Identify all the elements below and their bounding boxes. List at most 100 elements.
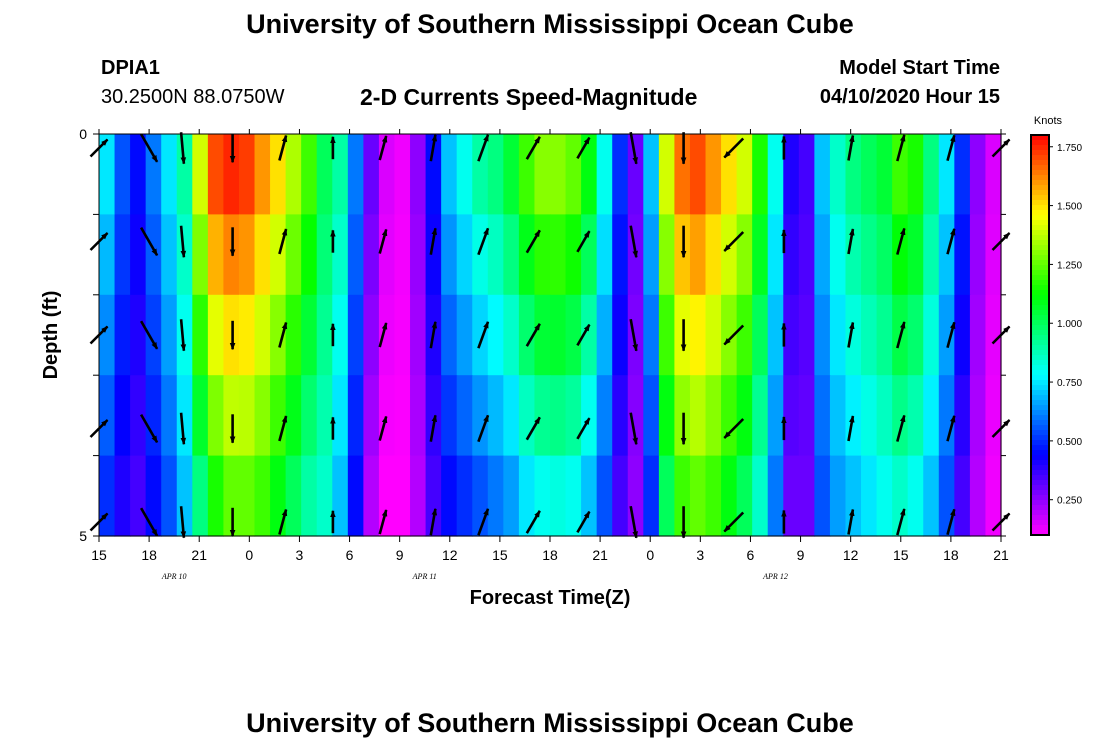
heatmap-cell bbox=[410, 375, 427, 457]
colorbar-segment bbox=[1031, 330, 1049, 336]
heatmap-cell bbox=[518, 375, 536, 457]
current-vector-arrow bbox=[429, 134, 438, 162]
heatmap-cell bbox=[472, 455, 489, 537]
heatmap-cell bbox=[99, 294, 116, 376]
heatmap-cell bbox=[814, 214, 831, 296]
heatmap-cell bbox=[192, 214, 209, 296]
x-tick-label: 21 bbox=[191, 547, 207, 563]
heatmap-cell bbox=[550, 455, 567, 537]
heatmap-cell bbox=[363, 375, 380, 457]
colorbar-segment bbox=[1031, 355, 1049, 361]
heatmap-cell bbox=[985, 214, 1002, 296]
heatmap-cell bbox=[145, 294, 162, 376]
current-vector-arrow bbox=[477, 321, 490, 349]
heatmap-cell bbox=[130, 455, 147, 537]
heatmap-cell bbox=[814, 294, 831, 376]
colorbar-tick-label: 1.500 bbox=[1057, 202, 1082, 213]
heatmap-cell bbox=[270, 455, 287, 537]
heatmap-cell bbox=[161, 214, 178, 296]
heatmap-cell bbox=[938, 375, 955, 457]
heatmap-cell bbox=[254, 214, 271, 296]
current-vector-arrow bbox=[429, 227, 438, 255]
heatmap-cell bbox=[907, 294, 924, 376]
heatmap-cell bbox=[534, 375, 551, 457]
heatmap-cell bbox=[829, 294, 847, 376]
colorbar-segment bbox=[1031, 280, 1049, 286]
heatmap-cell bbox=[689, 134, 707, 215]
colorbar-segment bbox=[1031, 430, 1049, 436]
model-start-label: Model Start Time bbox=[839, 57, 1000, 79]
current-vector-arrow bbox=[946, 134, 956, 162]
heatmap-cell bbox=[596, 455, 613, 537]
heatmap-cell bbox=[861, 214, 878, 296]
colorbar-segment bbox=[1031, 405, 1049, 411]
current-vector-arrow bbox=[525, 229, 541, 254]
heatmap-cell bbox=[238, 375, 256, 457]
heatmap-cell bbox=[425, 455, 442, 537]
heatmap-cell bbox=[612, 214, 629, 296]
current-vector-arrow bbox=[847, 228, 855, 255]
colorbar-segment bbox=[1031, 150, 1049, 156]
colorbar-segment bbox=[1031, 145, 1049, 151]
x-tick-label: 15 bbox=[893, 547, 909, 563]
y-tick-label: 5 bbox=[79, 528, 87, 544]
current-vector-arrow bbox=[477, 508, 490, 536]
heatmap-cell bbox=[736, 455, 753, 537]
heatmap-cell bbox=[456, 134, 473, 215]
colorbar-segment bbox=[1031, 520, 1049, 526]
heatmap-cell bbox=[581, 294, 598, 376]
current-vector-arrow bbox=[847, 321, 855, 348]
heatmap-cell bbox=[176, 375, 193, 457]
colorbar-segment bbox=[1031, 360, 1049, 366]
heatmap-cell bbox=[861, 294, 878, 376]
heatmap-cell bbox=[923, 134, 940, 215]
current-vector-arrow bbox=[179, 319, 187, 352]
heatmap-cell bbox=[674, 134, 691, 215]
x-axis-label: Forecast Time(Z) bbox=[470, 587, 631, 609]
current-vector-arrow bbox=[378, 228, 388, 254]
heatmap-cell bbox=[316, 455, 333, 537]
heatmap-cell bbox=[238, 455, 256, 537]
heatmap-cell bbox=[487, 134, 504, 215]
heatmap-cell bbox=[176, 134, 193, 215]
heatmap-cell bbox=[565, 375, 582, 457]
heatmap-cell bbox=[829, 134, 847, 215]
heatmap-cell bbox=[161, 375, 178, 457]
heatmap-cell bbox=[985, 134, 1002, 215]
colorbar-segment bbox=[1031, 385, 1049, 391]
heatmap-cell bbox=[99, 375, 116, 457]
heatmap-cell bbox=[130, 134, 147, 215]
current-vector-arrow bbox=[723, 511, 745, 533]
heatmap-cell bbox=[238, 214, 256, 296]
heatmap-cell bbox=[752, 134, 769, 215]
heatmap-cell bbox=[705, 214, 722, 296]
colorbar-segment bbox=[1031, 220, 1049, 226]
heatmap-cell bbox=[876, 375, 893, 457]
heatmap-cell bbox=[581, 134, 598, 215]
colorbar-segment bbox=[1031, 475, 1049, 481]
heatmap-cell bbox=[223, 455, 240, 537]
heatmap-cell bbox=[441, 375, 458, 457]
colorbar-segment bbox=[1031, 270, 1049, 276]
heatmap-cell bbox=[176, 455, 193, 537]
day-label: APR 10 bbox=[161, 572, 187, 581]
heatmap-cell bbox=[347, 134, 364, 215]
heatmap-cell bbox=[658, 455, 676, 537]
x-tick-label: 3 bbox=[296, 547, 304, 563]
current-vector-arrow bbox=[429, 508, 438, 536]
heatmap-cell bbox=[145, 214, 162, 296]
x-tick-label: 21 bbox=[592, 547, 608, 563]
heatmap-cell bbox=[969, 455, 987, 537]
colorbar-segment bbox=[1031, 140, 1049, 146]
colorbar-segment bbox=[1031, 500, 1049, 506]
current-vector-arrow bbox=[179, 225, 187, 258]
heatmap-cell bbox=[425, 375, 442, 457]
heatmap-cell bbox=[798, 214, 815, 296]
heatmap-cell bbox=[643, 375, 660, 457]
heatmap-cell bbox=[643, 134, 660, 215]
heatmap-cell bbox=[145, 455, 162, 537]
day-label: APR 12 bbox=[762, 572, 788, 581]
current-vector-arrow bbox=[429, 414, 438, 442]
heatmap-cell bbox=[503, 455, 520, 537]
heatmap-cell bbox=[456, 455, 473, 537]
